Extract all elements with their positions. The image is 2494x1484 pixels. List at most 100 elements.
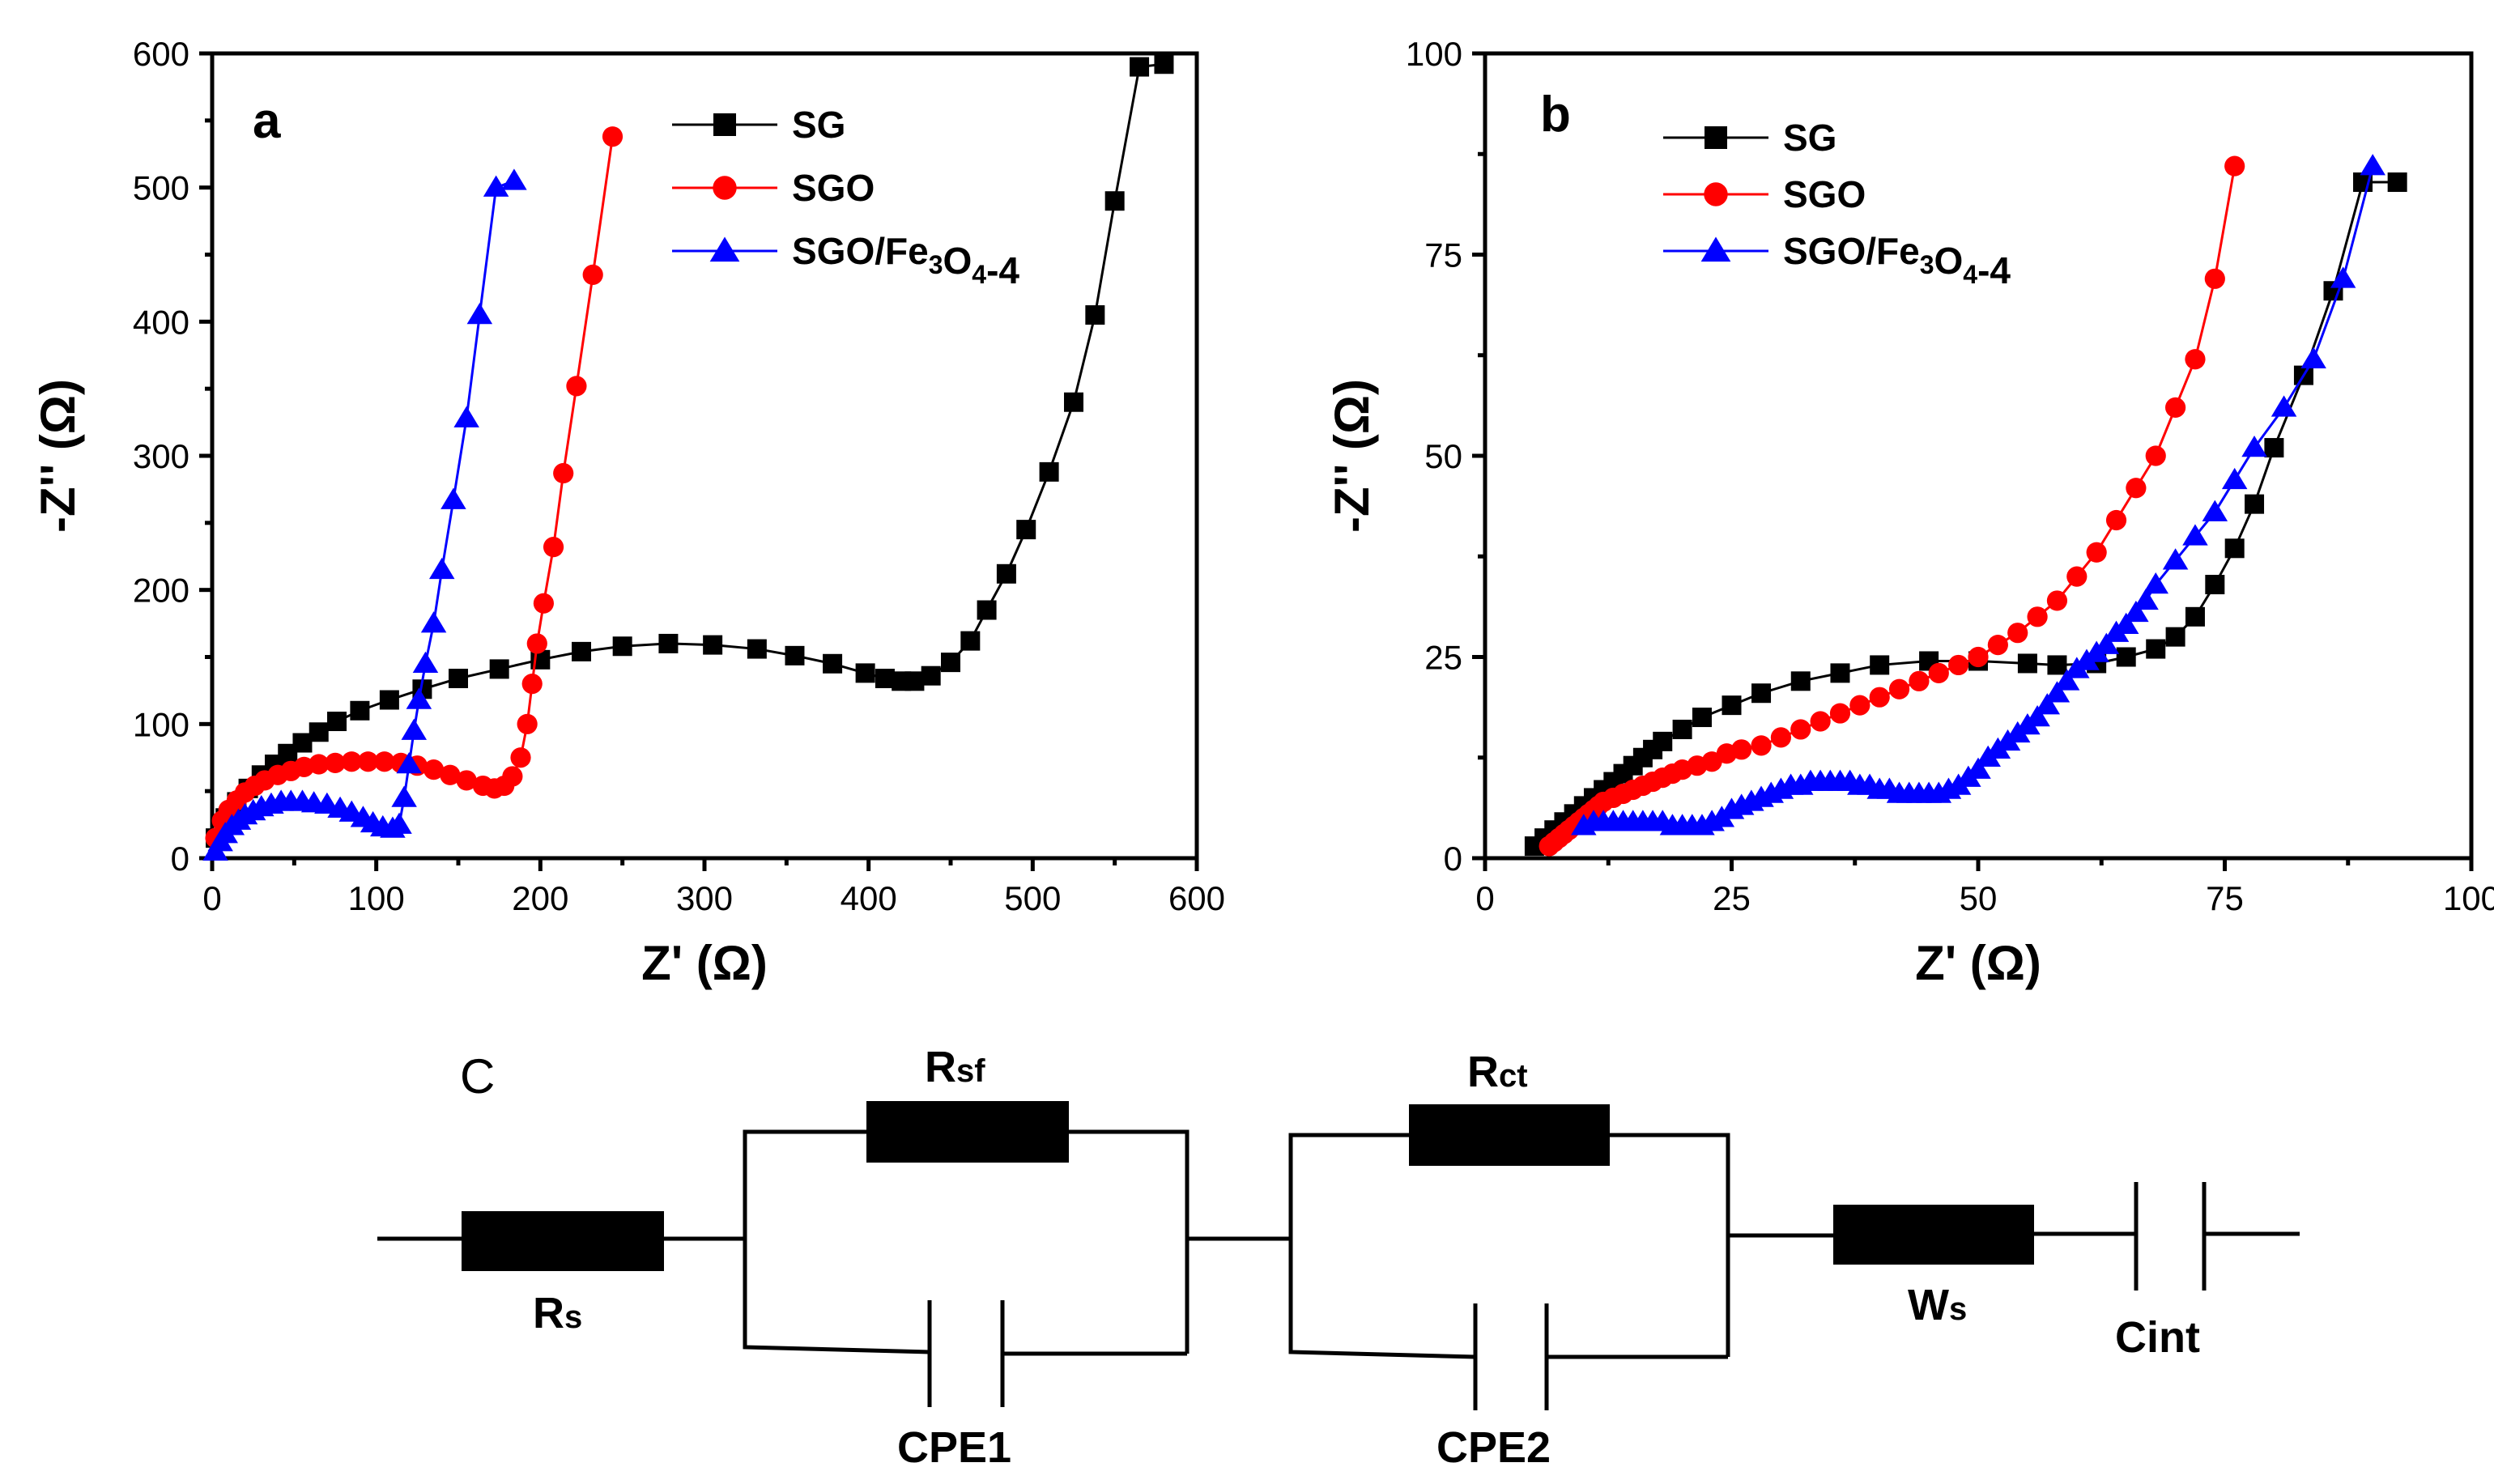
panel-a-data-point: [612, 636, 632, 657]
panel-b-data-point: [1751, 735, 1772, 756]
panel-a-data-point: [1154, 54, 1174, 74]
panel-b-data-point: [2224, 155, 2245, 176]
panel-b-data-point: [2162, 548, 2189, 570]
wire-branch2-top-right: [1610, 1133, 1730, 1357]
panel-a-plot-frame: [210, 51, 1199, 861]
panel-b-data-point: [1870, 655, 1890, 675]
panel-a-data-point: [510, 747, 531, 768]
panel-b-y-tick-label: 100: [1406, 35, 1462, 73]
panel-a-data-point: [855, 663, 875, 683]
panel-b-data-point: [1790, 719, 1811, 740]
panel-b-legend-marker: [1704, 182, 1728, 206]
panel-b-data-point: [2185, 606, 2205, 627]
panel-a-data-point: [309, 722, 329, 742]
panel-a-data-point: [449, 669, 468, 689]
panel-b-data-point: [1692, 708, 1712, 728]
panel-b-chart: 0 25 50 75 100 0 25 50 75 100 Z' (Ω) -Z'' (Ω) b SG SGO…: [1325, 35, 2494, 990]
panel-b-y-tick-label: 75: [1424, 236, 1462, 274]
panel-a-data-point: [501, 168, 527, 190]
panel-b-data-point: [2017, 653, 2037, 674]
panel-a-chart: 0 100 200 300 400 500 600 0 100 200 300 400 500 600 Z'…: [31, 35, 1225, 990]
panel-b-data-point: [1790, 671, 1811, 691]
panel-a-data-point: [960, 631, 981, 651]
panel-b-data-point: [2185, 349, 2206, 370]
panel-a-data-point: [379, 690, 399, 710]
panel-a-data-point: [1016, 520, 1036, 540]
equivalent-circuit: C Rs Rsf CPE1 Rct CPE2: [377, 1043, 2300, 1472]
panel-a-data-point: [517, 713, 538, 734]
panel-a-legend-marker: [709, 236, 740, 262]
panel-b-data-point: [2105, 509, 2127, 531]
panel-a-legend-label: SGO/Fe3O4-4: [792, 230, 1019, 291]
panel-b-legend-marker: [1700, 236, 1731, 262]
panel-a-data-point: [502, 766, 523, 787]
panel-b-data-point: [2205, 575, 2225, 595]
panel-a-series-line: [214, 62, 1164, 839]
panel-a-legend-label: SGO: [792, 167, 875, 209]
panel-a-data-point: [396, 752, 422, 774]
wire-branch1-top-left: [743, 1129, 866, 1239]
panel-a-data-point: [420, 611, 447, 633]
panel-b-data-point: [1869, 687, 1890, 708]
panel-a-data-point: [572, 641, 591, 661]
panel-b-plot-frame: [1483, 51, 2474, 861]
panel-a-data-point: [521, 674, 543, 695]
panel-b-data-point: [1672, 719, 1692, 739]
panel-a-data-point: [357, 751, 379, 772]
panel-a-data-point: [941, 653, 960, 673]
panel-b-x-axis-label: Z' (Ω): [1915, 936, 2041, 990]
panel-a-data-point: [327, 712, 347, 732]
panel-b-data-point: [2264, 438, 2284, 458]
panel-a-data-point: [391, 785, 417, 807]
panel-a-legend-label: SG: [792, 104, 845, 146]
panel-a-data-point: [823, 653, 843, 674]
panel-b-data-point: [2133, 588, 2159, 610]
panel-a-data-point: [533, 593, 554, 614]
panel-a-data-point: [566, 376, 587, 397]
panel-a-data-point: [440, 764, 461, 785]
panel-a-data-point: [921, 665, 941, 686]
panel-a-y-tick-label: 400: [133, 303, 189, 341]
panel-b-data-point: [2116, 647, 2136, 667]
panel-a-data-point: [1039, 461, 1059, 482]
wire-branch2-top-left: [1288, 1133, 1409, 1239]
panel-b-data-point: [2046, 590, 2068, 611]
panel-b-data-point: [2241, 436, 2267, 457]
panel-b-series-circle: [1539, 155, 2245, 857]
panel-a-y-tick-label: 500: [133, 169, 189, 207]
panel-a-data-point: [785, 645, 805, 665]
panel-b-data-point: [1770, 727, 1791, 748]
panel-a-series-triangle: [202, 168, 527, 861]
panel-a-data-point: [1130, 57, 1150, 77]
panel-a-letter: a: [253, 93, 281, 149]
panel-a-data-point: [553, 462, 574, 484]
panel-b-y-axis-label: -Z'' (Ω): [1325, 379, 1379, 533]
panel-b-data-point: [2143, 572, 2168, 594]
panel-a-x-tick-label: 100: [348, 879, 405, 917]
panel-b-data-point: [2165, 397, 2186, 418]
resistor-rct: [1409, 1104, 1610, 1166]
panel-b-data-point: [1722, 695, 1742, 716]
panel-a-data-point: [309, 754, 330, 775]
resistor-rs: [462, 1211, 664, 1271]
panel-b-series-triangle: [1571, 154, 2385, 836]
panel-a-x-tick-label: 0: [202, 879, 221, 917]
panel-b-data-point: [1909, 670, 1930, 691]
panel-b-data-point: [1968, 646, 1989, 668]
panel-a-data-point: [483, 175, 509, 197]
panel-b-y-tick-label: 50: [1424, 437, 1462, 475]
panel-b-data-point: [2027, 606, 2048, 627]
panel-b-data-point: [2047, 655, 2067, 675]
label-cpe1: CPE1: [897, 1423, 1011, 1472]
panel-a-x-tick-label: 500: [1004, 879, 1061, 917]
panel-b-data-point: [2182, 524, 2208, 546]
panel-a-data-point: [406, 687, 432, 709]
panel-a-data-point: [543, 537, 564, 558]
panel-a-y-axis-label: -Z'' (Ω): [31, 379, 85, 533]
panel-b-data-point: [2034, 693, 2061, 715]
panel-b-data-point: [2024, 705, 2050, 727]
panel-a-y-tick-label: 0: [171, 840, 189, 878]
panel-a-series-line: [214, 179, 515, 853]
panel-b-data-point: [2204, 268, 2225, 289]
